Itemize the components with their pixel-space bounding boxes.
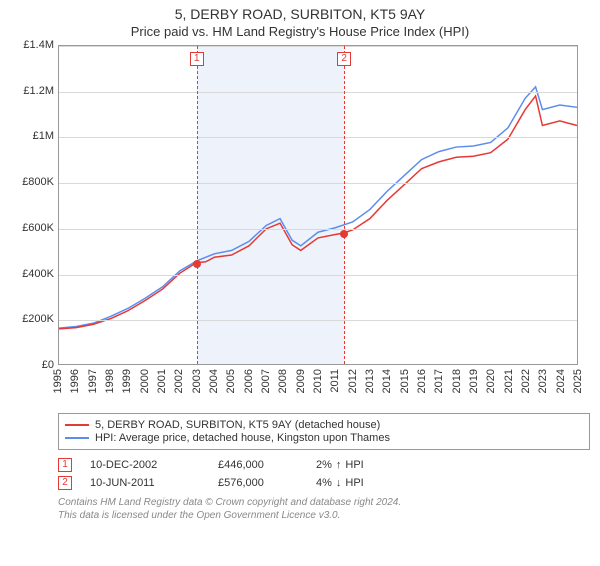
sale-row: 1 10-DEC-2002 £446,000 2% ↑HPI xyxy=(58,458,590,472)
x-tick-label: 2004 xyxy=(208,369,220,393)
chart-subtitle: Price paid vs. HM Land Registry's House … xyxy=(0,24,600,39)
x-tick-label: 1997 xyxy=(87,369,99,393)
x-tick-label: 2000 xyxy=(139,369,151,393)
x-tick-label: 2001 xyxy=(156,369,168,393)
x-axis-labels: 1995199619971998199920002001200220032004… xyxy=(58,365,578,405)
gridline-h xyxy=(59,275,577,276)
arrow-up-icon: ↑ xyxy=(336,459,342,471)
x-tick-label: 2016 xyxy=(416,369,428,393)
legend-swatch xyxy=(65,424,89,426)
x-tick-label: 2006 xyxy=(243,369,255,393)
sale-marker-box: 2 xyxy=(337,52,351,66)
sale-row-number: 1 xyxy=(58,458,72,472)
sale-vline xyxy=(344,46,345,364)
gridline-h xyxy=(59,183,577,184)
y-tick-label: £800K xyxy=(22,176,54,188)
legend-label: HPI: Average price, detached house, King… xyxy=(95,432,390,444)
plot-area: 12 xyxy=(58,45,578,365)
x-tick-label: 1996 xyxy=(69,369,81,393)
sale-row: 2 10-JUN-2011 £576,000 4% ↓HPI xyxy=(58,476,590,490)
legend-label: 5, DERBY ROAD, SURBITON, KT5 9AY (detach… xyxy=(95,419,380,431)
arrow-down-icon: ↓ xyxy=(336,477,342,489)
y-tick-label: £200K xyxy=(22,313,54,325)
x-tick-label: 2015 xyxy=(399,369,411,393)
x-tick-label: 1998 xyxy=(104,369,116,393)
chart-title: 5, DERBY ROAD, SURBITON, KT5 9AY xyxy=(0,6,600,22)
sales-table: 1 10-DEC-2002 £446,000 2% ↑HPI 2 10-JUN-2011 £5… xyxy=(58,458,590,490)
sale-row-suffix: HPI xyxy=(345,477,363,489)
legend-item: HPI: Average price, detached house, King… xyxy=(65,432,583,444)
x-tick-label: 2002 xyxy=(173,369,185,393)
chart-area: £0£200K£400K£600K£800K£1M£1.2M£1.4M 12 1… xyxy=(10,45,590,405)
x-tick-label: 2010 xyxy=(312,369,324,393)
x-tick-label: 2017 xyxy=(433,369,445,393)
x-tick-label: 2024 xyxy=(555,369,567,393)
x-tick-label: 2011 xyxy=(329,369,341,393)
y-tick-label: £400K xyxy=(22,268,54,280)
x-tick-label: 2025 xyxy=(572,369,584,393)
x-tick-label: 2008 xyxy=(277,369,289,393)
x-tick-label: 2021 xyxy=(503,369,515,393)
x-tick-label: 2003 xyxy=(191,369,203,393)
sale-row-price: £576,000 xyxy=(218,477,298,489)
sale-row-suffix: HPI xyxy=(345,459,363,471)
series-property xyxy=(59,96,577,329)
sale-row-hpi: 4% ↓HPI xyxy=(316,477,364,489)
y-tick-label: £600K xyxy=(22,222,54,234)
y-tick-label: £1.4M xyxy=(23,39,54,51)
x-tick-label: 2012 xyxy=(347,369,359,393)
gridline-h xyxy=(59,320,577,321)
sale-row-delta: 2% xyxy=(316,459,332,471)
sale-marker-box: 1 xyxy=(190,52,204,66)
y-tick-label: £1.2M xyxy=(23,85,54,97)
gridline-h xyxy=(59,46,577,47)
x-tick-label: 1995 xyxy=(52,369,64,393)
x-tick-label: 1999 xyxy=(121,369,133,393)
legend: 5, DERBY ROAD, SURBITON, KT5 9AY (detach… xyxy=(58,413,590,450)
x-tick-label: 2007 xyxy=(260,369,272,393)
sale-row-price: £446,000 xyxy=(218,459,298,471)
sale-row-hpi: 2% ↑HPI xyxy=(316,459,364,471)
x-tick-label: 2022 xyxy=(520,369,532,393)
footer-attribution: Contains HM Land Registry data © Crown c… xyxy=(58,496,590,522)
sale-dot xyxy=(193,260,201,268)
sale-row-date: 10-JUN-2011 xyxy=(90,477,200,489)
x-tick-label: 2009 xyxy=(295,369,307,393)
sale-row-date: 10-DEC-2002 xyxy=(90,459,200,471)
gridline-h xyxy=(59,137,577,138)
legend-swatch xyxy=(65,437,89,439)
gridline-h xyxy=(59,92,577,93)
x-tick-label: 2020 xyxy=(485,369,497,393)
x-tick-label: 2014 xyxy=(381,369,393,393)
footer-line-1: Contains HM Land Registry data © Crown c… xyxy=(58,496,590,509)
line-series xyxy=(59,46,577,364)
legend-item: 5, DERBY ROAD, SURBITON, KT5 9AY (detach… xyxy=(65,419,583,431)
x-tick-label: 2013 xyxy=(364,369,376,393)
sale-row-number: 2 xyxy=(58,476,72,490)
series-hpi xyxy=(59,87,577,328)
x-tick-label: 2023 xyxy=(537,369,549,393)
sale-row-delta: 4% xyxy=(316,477,332,489)
gridline-h xyxy=(59,229,577,230)
x-tick-label: 2019 xyxy=(468,369,480,393)
sale-dot xyxy=(340,230,348,238)
footer-line-2: This data is licensed under the Open Gov… xyxy=(58,509,590,522)
y-axis-labels: £0£200K£400K£600K£800K£1M£1.2M£1.4M xyxy=(10,45,58,365)
sale-vline xyxy=(197,46,198,364)
x-tick-label: 2005 xyxy=(225,369,237,393)
x-tick-label: 2018 xyxy=(451,369,463,393)
y-tick-label: £1M xyxy=(33,130,54,142)
